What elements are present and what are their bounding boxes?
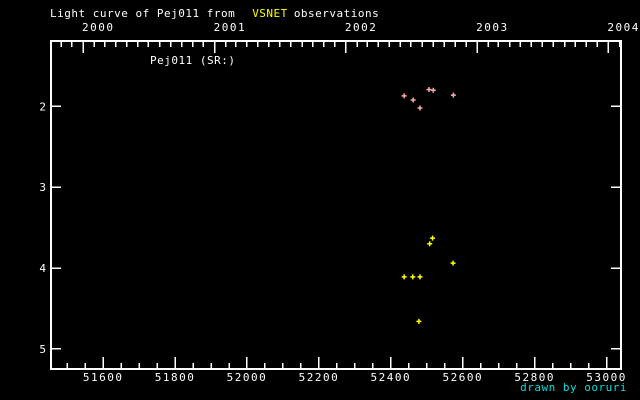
data-point-yellow-points [410, 274, 416, 280]
data-point-pink-points [426, 86, 432, 92]
data-point-yellow-points [430, 235, 436, 241]
chart-title-suffix: observations [293, 7, 380, 20]
data-point-yellow-points [416, 318, 422, 324]
chart-title-prefix: Light curve of Pej011 from [50, 7, 236, 20]
top-axis-year-label: 2004 [607, 21, 640, 34]
data-point-pink-points [401, 93, 407, 99]
top-axis-year-label: 2001 [214, 21, 247, 34]
x-axis-tick-label: 52600 [442, 371, 483, 384]
star-designation-label: Pej011 (SR:) [150, 54, 236, 67]
chart-title: Light curve of Pej011 from VSNET observati… [50, 7, 379, 20]
x-axis-tick-label: 51600 [83, 371, 124, 384]
data-point-yellow-points [427, 241, 433, 247]
top-axis-year-label: 2002 [345, 21, 378, 34]
plot-frame [50, 40, 622, 370]
x-axis-tick-label: 53000 [586, 371, 627, 384]
x-axis-tick-label: 52000 [227, 371, 268, 384]
data-point-pink-points [417, 105, 423, 111]
x-axis-tick-label: 52400 [371, 371, 412, 384]
data-point-yellow-points [450, 260, 456, 266]
data-point-yellow-points [401, 274, 407, 280]
data-point-pink-points [430, 87, 436, 93]
data-point-pink-points [410, 97, 416, 103]
top-axis-year-label: 2000 [82, 21, 115, 34]
data-point-pink-points [450, 92, 456, 98]
y-axis-tick-label: 4 [39, 262, 46, 275]
chart-title-vsnet: VSNET [252, 7, 288, 20]
x-axis-tick-label: 52200 [299, 371, 340, 384]
y-axis-tick-label: 2 [39, 100, 46, 113]
top-axis-year-label: 2003 [476, 21, 509, 34]
data-point-yellow-points [417, 274, 423, 280]
x-axis-tick-label: 51800 [155, 371, 196, 384]
y-axis-tick-label: 3 [39, 181, 46, 194]
credit-text: drawn by ooruri [520, 381, 627, 394]
x-axis-tick-label: 52800 [514, 371, 555, 384]
y-axis-tick-label: 5 [39, 343, 46, 356]
